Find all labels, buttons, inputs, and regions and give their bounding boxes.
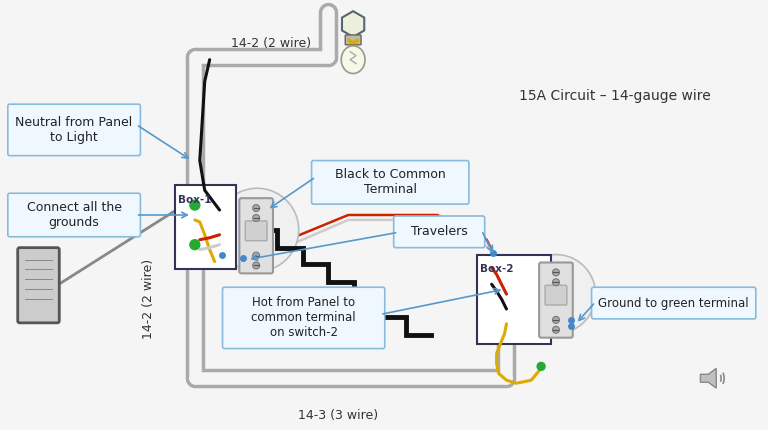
Circle shape [552,269,559,276]
Circle shape [552,279,559,286]
Polygon shape [342,11,364,37]
Text: Box-2: Box-2 [480,264,513,274]
Text: 14-2 (2 wire): 14-2 (2 wire) [231,37,311,50]
Text: Hot from Panel to
common terminal
on switch-2: Hot from Panel to common terminal on swi… [251,296,356,339]
Circle shape [552,326,559,333]
FancyBboxPatch shape [312,160,469,204]
Circle shape [253,262,260,269]
Text: 14-3 (3 wire): 14-3 (3 wire) [298,409,379,422]
FancyBboxPatch shape [591,287,756,319]
Text: Travelers: Travelers [411,225,468,238]
FancyBboxPatch shape [345,35,361,45]
Text: Neutral from Panel
to Light: Neutral from Panel to Light [15,116,133,144]
FancyBboxPatch shape [545,285,567,305]
Text: Box-1: Box-1 [178,195,211,205]
FancyBboxPatch shape [539,262,573,338]
FancyBboxPatch shape [18,248,59,323]
Text: Ground to green terminal: Ground to green terminal [598,297,749,310]
Circle shape [190,200,200,210]
FancyBboxPatch shape [240,198,273,273]
Polygon shape [700,369,717,388]
Text: Black to Common
Terminal: Black to Common Terminal [335,169,445,197]
FancyBboxPatch shape [245,221,267,241]
Text: Connect all the
grounds: Connect all the grounds [27,201,121,229]
FancyBboxPatch shape [223,287,385,349]
Circle shape [190,240,200,250]
Circle shape [552,316,559,323]
Ellipse shape [341,46,365,74]
Circle shape [253,215,260,221]
Circle shape [516,255,595,334]
Circle shape [253,252,260,259]
FancyBboxPatch shape [175,185,237,270]
Circle shape [253,205,260,212]
Text: 15A Circuit – 14-gauge wire: 15A Circuit – 14-gauge wire [519,89,711,103]
FancyBboxPatch shape [477,255,551,344]
FancyBboxPatch shape [394,216,485,248]
Circle shape [537,362,545,370]
Circle shape [216,188,299,271]
FancyBboxPatch shape [8,104,141,156]
FancyBboxPatch shape [8,193,141,237]
Text: 14-2 (2 wire): 14-2 (2 wire) [142,259,155,339]
